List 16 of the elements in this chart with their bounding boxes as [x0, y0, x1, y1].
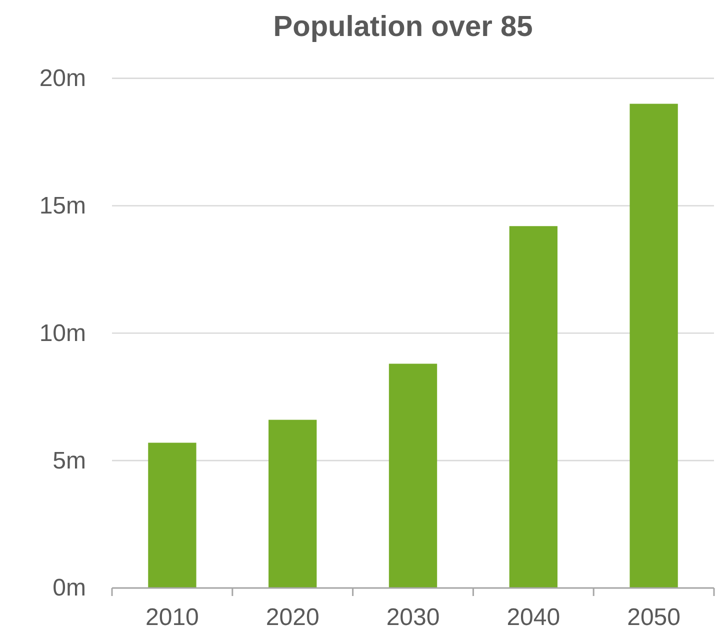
bar [630, 104, 678, 588]
x-tick-label: 2020 [266, 604, 320, 632]
x-tick-label: 2050 [627, 604, 680, 632]
bar [148, 442, 196, 588]
y-tick-label: 0m [52, 574, 86, 602]
bar [268, 420, 317, 588]
y-tick-label: 15m [39, 192, 86, 220]
x-tick-label: 2010 [146, 604, 199, 632]
x-tick-label: 2040 [506, 604, 560, 632]
bar [509, 226, 558, 588]
chart-title: Population over 85 [273, 11, 533, 43]
y-tick-label: 20m [39, 64, 86, 92]
bar [388, 364, 438, 588]
x-tick-label: 2030 [386, 604, 440, 632]
y-tick-label: 5m [52, 447, 86, 474]
y-tick-label: 10m [39, 320, 86, 347]
